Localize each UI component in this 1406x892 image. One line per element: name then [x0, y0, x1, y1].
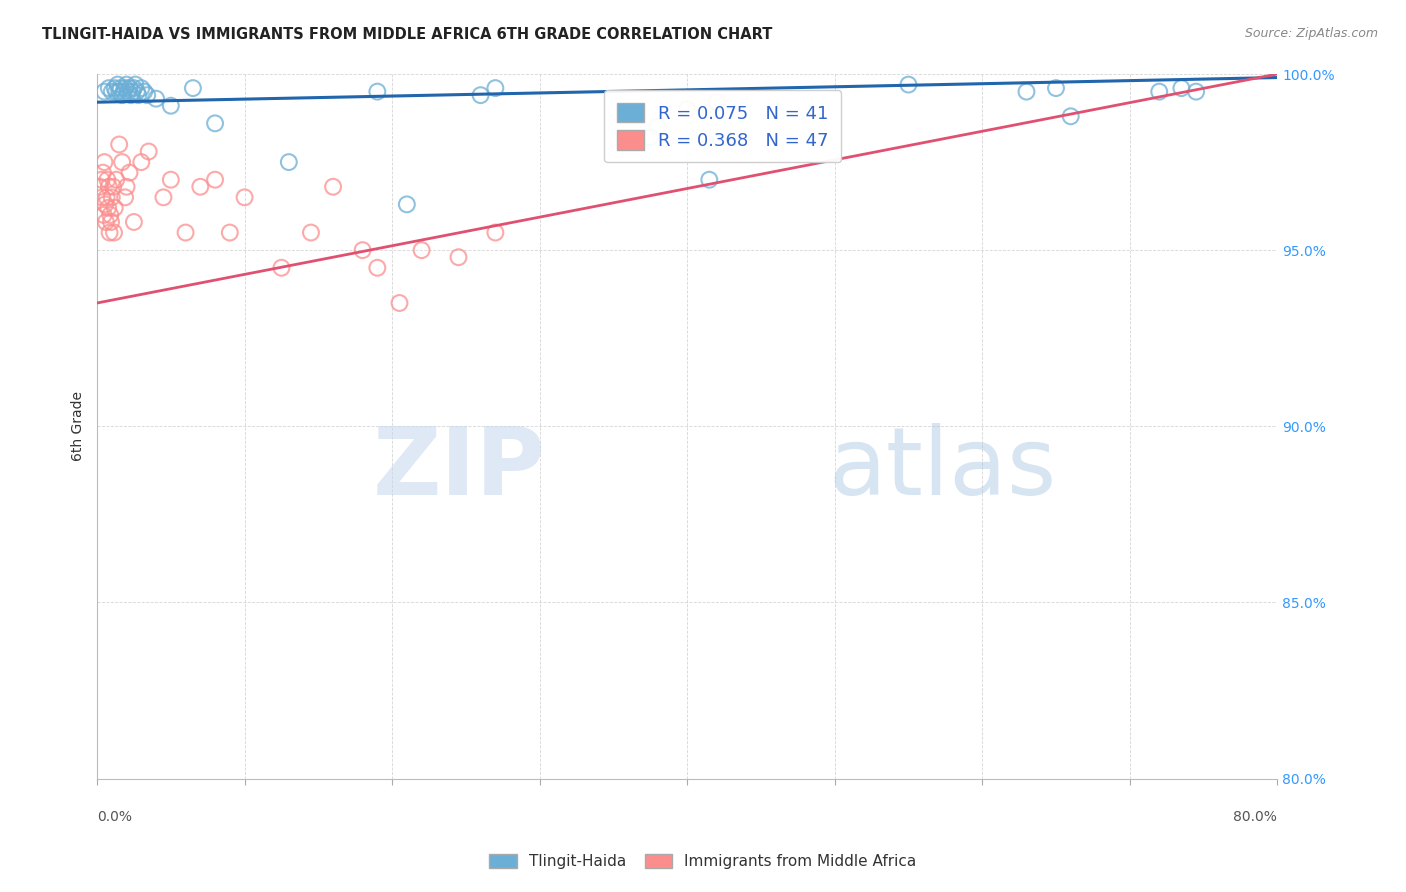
Point: [676, 102, 699, 116]
Point: [112, 85, 135, 99]
Point: [470, 88, 492, 103]
Point: [218, 226, 240, 240]
Point: [152, 190, 174, 204]
Point: [111, 155, 134, 169]
Point: [277, 155, 299, 169]
Point: [103, 179, 125, 194]
Point: [299, 226, 322, 240]
Point: [366, 260, 388, 275]
Point: [104, 201, 127, 215]
Point: [93, 155, 115, 169]
Legend: Tlingit-Haida, Immigrants from Middle Africa: Tlingit-Haida, Immigrants from Middle Af…: [484, 847, 922, 875]
Point: [108, 85, 131, 99]
Point: [181, 81, 204, 95]
Point: [233, 190, 256, 204]
Point: [114, 190, 136, 204]
Point: [484, 226, 506, 240]
Point: [647, 120, 669, 134]
Point: [125, 85, 148, 99]
Point: [118, 81, 141, 95]
Point: [105, 85, 128, 99]
Point: [121, 85, 143, 99]
Point: [322, 179, 344, 194]
Point: [136, 88, 159, 103]
Point: [94, 197, 117, 211]
Point: [117, 85, 139, 99]
Point: [1185, 85, 1208, 99]
Point: [484, 81, 506, 95]
Point: [1045, 81, 1067, 95]
Point: [101, 190, 124, 204]
Point: [96, 190, 118, 204]
Legend: R = 0.075   N = 41, R = 0.368   N = 47: R = 0.075 N = 41, R = 0.368 N = 47: [605, 90, 841, 162]
Text: ZIP: ZIP: [373, 423, 546, 515]
Text: 0.0%: 0.0%: [97, 810, 132, 824]
Point: [93, 85, 115, 99]
Point: [411, 243, 433, 257]
Point: [270, 260, 292, 275]
Text: atlas: atlas: [828, 423, 1057, 515]
Text: Source: ZipAtlas.com: Source: ZipAtlas.com: [1244, 27, 1378, 40]
Point: [110, 81, 132, 95]
Point: [97, 201, 120, 215]
Point: [366, 85, 388, 99]
Text: TLINGIT-HAIDA VS IMMIGRANTS FROM MIDDLE AFRICA 6TH GRADE CORRELATION CHART: TLINGIT-HAIDA VS IMMIGRANTS FROM MIDDLE …: [42, 27, 772, 42]
Point: [124, 78, 146, 92]
Point: [103, 226, 125, 240]
Point: [122, 215, 145, 229]
Point: [1060, 109, 1083, 123]
Point: [97, 179, 120, 194]
Point: [640, 130, 662, 145]
Point: [93, 208, 115, 222]
Point: [204, 116, 226, 130]
Y-axis label: 6th Grade: 6th Grade: [72, 392, 86, 461]
Point: [105, 172, 128, 186]
Point: [1015, 85, 1038, 99]
Point: [114, 81, 136, 95]
Point: [90, 172, 112, 186]
Point: [127, 88, 149, 103]
Point: [97, 81, 120, 95]
Point: [1170, 81, 1192, 95]
Point: [107, 78, 129, 92]
Point: [159, 172, 181, 186]
Point: [89, 179, 111, 194]
Point: [120, 88, 142, 103]
Point: [706, 95, 728, 110]
Point: [131, 155, 153, 169]
Point: [697, 172, 720, 186]
Point: [131, 81, 153, 95]
Point: [134, 85, 156, 99]
Point: [204, 172, 226, 186]
Point: [188, 179, 211, 194]
Point: [101, 85, 124, 99]
Point: [94, 215, 117, 229]
Point: [91, 190, 114, 204]
Point: [91, 166, 114, 180]
Point: [100, 215, 122, 229]
Point: [108, 137, 131, 152]
Point: [96, 172, 118, 186]
Point: [174, 226, 197, 240]
Point: [352, 243, 374, 257]
Point: [138, 145, 160, 159]
Point: [118, 166, 141, 180]
Point: [104, 81, 127, 95]
Point: [98, 226, 121, 240]
Point: [98, 208, 121, 222]
Point: [388, 296, 411, 310]
Text: 80.0%: 80.0%: [1233, 810, 1277, 824]
Point: [159, 99, 181, 113]
Point: [897, 78, 920, 92]
Point: [111, 88, 134, 103]
Point: [122, 81, 145, 95]
Point: [1149, 85, 1171, 99]
Point: [395, 197, 418, 211]
Point: [145, 92, 167, 106]
Point: [447, 250, 470, 264]
Point: [115, 78, 138, 92]
Point: [115, 179, 138, 194]
